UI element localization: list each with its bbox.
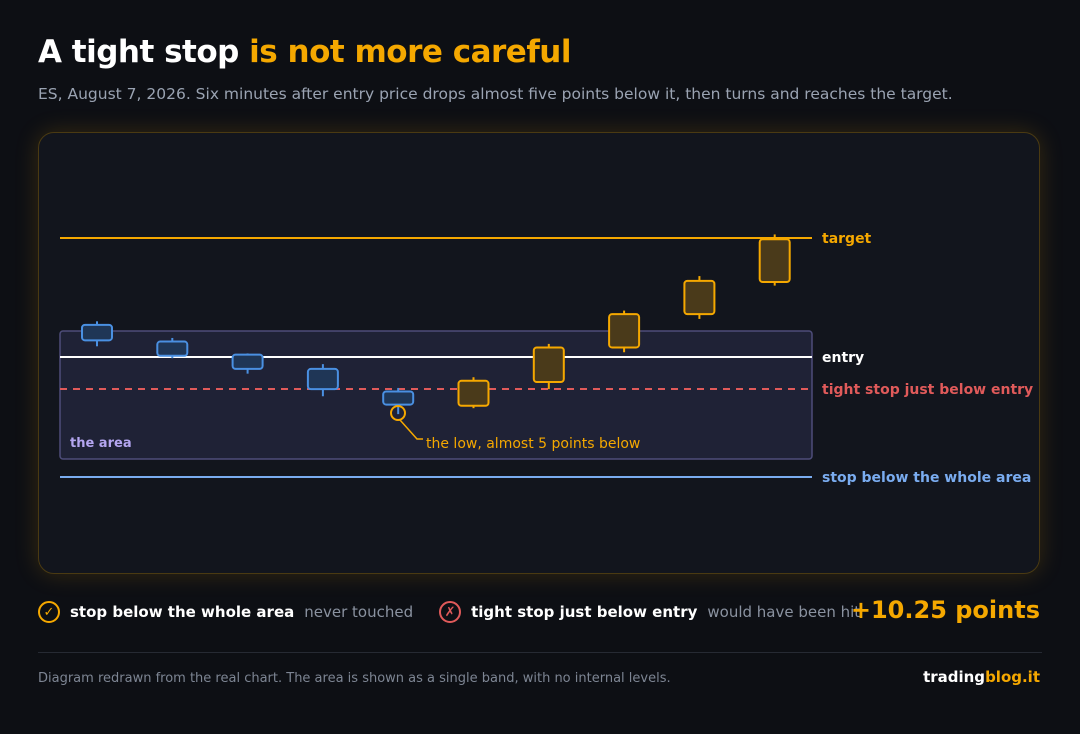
- tight-stop-label: tight stop just below entry: [822, 382, 1033, 398]
- footer-divider: [38, 652, 1042, 653]
- legend: ✓ stop below the whole area never touche…: [38, 598, 886, 626]
- candle-body: [532, 346, 565, 383]
- legend-ko-label: tight stop just below entry: [471, 603, 698, 621]
- title-part-2: is not more careful: [249, 34, 571, 70]
- candle-body: [231, 353, 264, 370]
- candle-body: [758, 238, 791, 284]
- page-subtitle: ES, August 7, 2026. Six minutes after en…: [38, 85, 953, 103]
- candle-body: [81, 323, 113, 342]
- candle-body: [306, 367, 339, 391]
- low-annotation: the low, almost 5 points below: [426, 436, 640, 452]
- cross-icon: ✗: [439, 601, 462, 623]
- low-marker: [390, 405, 406, 421]
- check-icon: ✓: [38, 601, 60, 623]
- result-points: +10.25 points: [850, 596, 1040, 624]
- candlestick-diagram: the area target entry tight stop just be…: [59, 231, 1033, 486]
- candle-body: [608, 313, 641, 349]
- chart-panel: the area target entry tight stop just be…: [38, 132, 1040, 574]
- candle-body: [457, 379, 490, 407]
- entry-label: entry: [822, 350, 864, 366]
- footnote: Diagram redrawn from the real chart. The…: [38, 671, 671, 686]
- area-label: the area: [70, 436, 132, 451]
- area-stop-label: stop below the whole area: [822, 470, 1031, 486]
- page-title: A tight stop is not more careful: [38, 34, 571, 70]
- brand-part-1: trading: [923, 668, 986, 686]
- legend-ok-note: never touched: [304, 603, 414, 621]
- legend-ko-note: would have been hit: [707, 603, 861, 621]
- legend-ok-label: stop below the whole area: [70, 603, 295, 621]
- brand-part-2: blog.it: [985, 668, 1040, 686]
- target-label: target: [822, 231, 872, 247]
- annotation-leader: [399, 419, 423, 440]
- candle-body: [382, 390, 415, 406]
- candle-body: [683, 279, 716, 316]
- title-part-1: A tight stop: [38, 34, 239, 70]
- brand-logo[interactable]: tradingblog.it: [923, 668, 1040, 686]
- candle-body: [156, 340, 189, 357]
